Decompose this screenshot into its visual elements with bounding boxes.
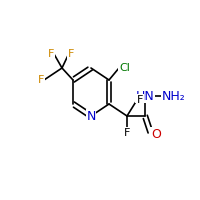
Text: F: F [38,75,44,85]
Text: F: F [68,49,74,59]
Text: F: F [48,49,54,59]
Text: F: F [137,95,143,105]
Text: F: F [124,128,130,138]
Text: NH₂: NH₂ [162,90,186,102]
Text: O: O [151,128,161,140]
Text: N: N [86,110,96,122]
Text: Cl: Cl [119,63,130,73]
Text: HN: HN [136,90,154,102]
